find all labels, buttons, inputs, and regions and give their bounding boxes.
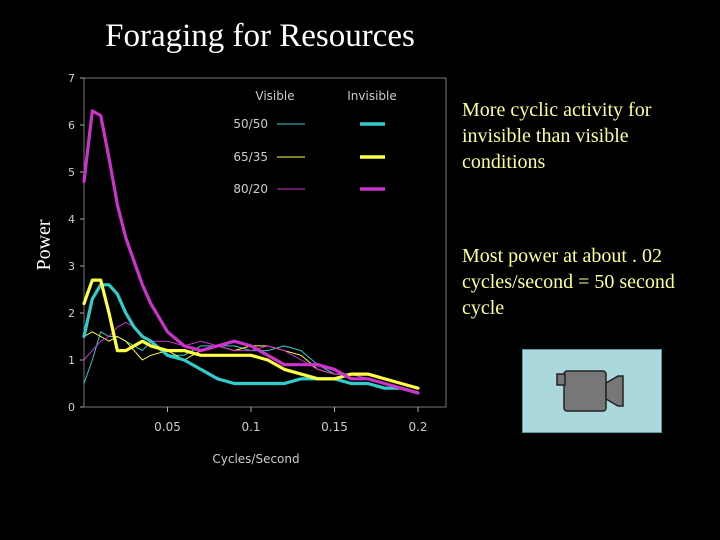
y-tick-label: 0 [68,401,75,414]
legend-label: 80/20 [233,182,268,196]
chart-series [82,109,420,395]
legend-label: 65/35 [233,150,268,164]
movie-clip-button[interactable] [522,349,662,433]
series-line-65-35-invisible [82,278,420,390]
y-tick-label: 4 [68,213,75,226]
x-tick-label: 0.05 [154,420,181,434]
legend-label: 50/50 [233,117,268,131]
y-tick-label: 6 [68,119,75,132]
y-tick-label: 5 [68,166,75,179]
legend-header-invisible: Invisible [347,89,397,103]
note-cyclic-activity: More cyclic activity for invisible than … [462,99,652,173]
y-axis-label: Power [33,219,55,270]
chart-legend: Visible Invisible 50/50 65/35 80/20 [233,89,396,196]
x-tick-label: 0.2 [408,420,427,434]
slide-title: Foraging for Resources [105,18,415,54]
chart-axes: 0 1 2 3 4 5 6 7 0.05 0.1 0.15 0.2 Cycles/Second Power [33,72,447,466]
y-tick-label: 7 [68,72,75,85]
series-line-50-50-invisible [82,283,420,395]
note-peak-power: Most power at about . 02 cycles/second =… [462,245,675,319]
y-tick-label: 1 [68,354,75,367]
x-tick-label: 0.15 [321,420,348,434]
x-tick-label: 0.1 [241,420,260,434]
movie-camera-icon [556,370,624,412]
y-tick-label: 2 [68,307,75,320]
legend-header-visible: Visible [255,89,294,103]
x-axis-label: Cycles/Second [212,452,299,466]
y-tick-label: 3 [68,260,75,273]
series-line-80-20-invisible [82,109,420,395]
